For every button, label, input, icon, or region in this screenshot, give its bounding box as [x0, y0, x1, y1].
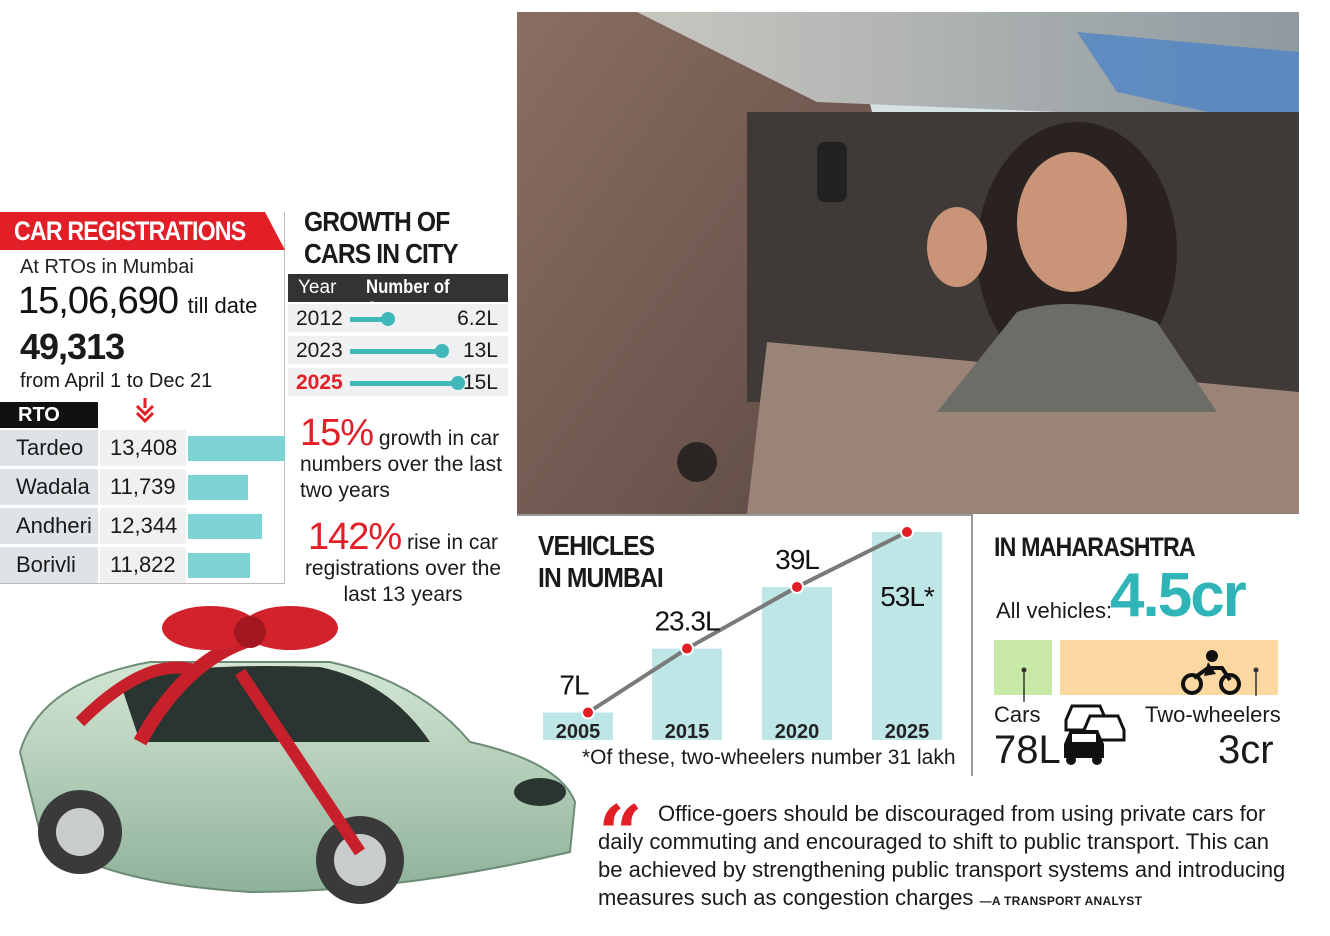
- growth-bar-dot: [381, 312, 395, 326]
- growth-bar: [350, 381, 458, 386]
- period-registrations-value: 49,313: [20, 326, 125, 367]
- maharashtra-connectors: [1021, 667, 1259, 702]
- car-registrations-title: CAR REGISTRATIONS: [14, 216, 246, 246]
- vehicles-bar: [543, 712, 613, 740]
- analyst-quote-attribution: —A TRANSPORT ANALYST: [979, 894, 1143, 908]
- vehicles-point: [581, 705, 595, 720]
- quote-mark-icon: “: [598, 789, 643, 880]
- vehicles-panel: [517, 514, 973, 776]
- vehicles-chart: 2005 2015 2020 2025 7L 23.3L 39L 53L*: [543, 525, 942, 743]
- rto-row: Borivli 11,822: [0, 547, 285, 583]
- total-registrations-suffix: till date: [187, 293, 258, 318]
- growth-title: GROWTH OF CARS IN CITY: [304, 206, 459, 270]
- total-registrations-value: 15,06,690: [18, 280, 179, 322]
- vehicles-bar: [872, 532, 942, 740]
- woman-holding-car-keys-photo: [517, 12, 1299, 514]
- period-registrations-label: from April 1 to Dec 21: [20, 370, 213, 392]
- growth-year: 2025: [296, 371, 343, 394]
- growth-title-line1: GROWTH OF: [304, 206, 450, 237]
- growth-table-header: Year Number of Cars: [288, 274, 508, 320]
- gift-wrapped-car-illustration: [18, 606, 577, 904]
- growth-bar: [350, 317, 388, 322]
- rto-header: RTO: [0, 402, 98, 428]
- growth-stat-2-value: 142%: [307, 516, 402, 558]
- growth-row: 2012 6.2L: [288, 304, 508, 334]
- rto-bar: [188, 553, 250, 578]
- rto-name: Andheri: [0, 508, 98, 544]
- rto-bar: [188, 475, 248, 500]
- vehicles-value-label: 23.3L: [654, 606, 719, 637]
- analyst-quote-text: Office-goers should be discouraged from …: [598, 801, 1286, 910]
- cars-share-bar: [994, 640, 1052, 695]
- vehicles-title: VEHICLES IN MUMBAI: [538, 530, 664, 594]
- vehicles-point: [680, 641, 694, 656]
- vehicles-value-label: 7L: [559, 670, 589, 701]
- vehicles-point: [900, 525, 914, 539]
- car-registrations-panel: CAR REGISTRATIONS At RTOs in Mumbai 15,0…: [0, 212, 285, 584]
- vehicles-year-label: 2025: [885, 721, 930, 743]
- all-vehicles-label: All vehicles:: [996, 598, 1113, 623]
- growth-row: 2023 13L: [288, 336, 508, 366]
- cars-icon: [1064, 704, 1126, 765]
- rto-bar: [188, 436, 285, 461]
- vehicles-year-label: 2005: [556, 721, 601, 743]
- vehicles-title-line1: VEHICLES: [538, 530, 655, 561]
- rto-header-label: RTO: [18, 404, 60, 426]
- vehicles-value-label: 53L*: [880, 581, 935, 612]
- rto-value: 12,344: [100, 508, 186, 544]
- growth-bar-dot: [435, 344, 449, 358]
- rto-bar: [188, 514, 262, 539]
- growth-bar-dot: [451, 376, 465, 390]
- vehicles-year-label: 2015: [665, 721, 710, 743]
- growth-value: 13L: [462, 339, 498, 362]
- growth-title-line2: CARS IN CITY: [304, 238, 459, 269]
- growth-value: 6.2L: [457, 307, 498, 330]
- rto-row: Tardeo 13,408: [0, 430, 285, 466]
- growth-bar: [350, 349, 442, 354]
- all-vehicles-value: 4.5cr: [1110, 561, 1247, 630]
- vehicles-footnote: *Of these, two-wheelers number 31 lakh: [582, 746, 956, 769]
- growth-stat-1-text: growth in car numbers over the last two …: [300, 427, 502, 502]
- maharashtra-two-wheelers-value: 3cr: [1218, 728, 1274, 772]
- rto-value: 11,822: [100, 547, 186, 583]
- growth-value: 15L: [462, 371, 498, 394]
- vehicles-value-label: 39L: [775, 544, 819, 575]
- vehicles-point: [790, 579, 804, 594]
- vehicles-bar: [762, 586, 832, 740]
- growth-header-year: Year: [298, 277, 337, 298]
- two-wheelers-share-bar: [1060, 640, 1278, 695]
- rto-row: Wadala 11,739: [0, 469, 285, 505]
- growth-stat-1-value: 15%: [300, 412, 374, 454]
- maharashtra-cars-value: 78L: [994, 728, 1061, 772]
- growth-year: 2012: [296, 307, 343, 330]
- growth-year: 2023: [296, 339, 343, 362]
- vehicles-year-label: 2020: [775, 721, 820, 743]
- vehicles-title-line2: IN MUMBAI: [538, 562, 664, 593]
- car-registrations-subtitle: At RTOs in Mumbai: [20, 256, 194, 278]
- growth-stat-1: 15% growth in car numbers over the last …: [300, 414, 510, 504]
- analyst-quote: Office-goers should be discouraged from …: [598, 800, 1298, 915]
- growth-row: 2025 15L: [288, 368, 508, 398]
- maharashtra-two-wheelers-label: Two-wheelers: [1145, 702, 1281, 727]
- maharashtra-title: IN MAHARASHTRA: [994, 532, 1196, 562]
- rto-name: Borivli: [0, 547, 98, 583]
- rto-row: Andheri 12,344: [0, 508, 285, 544]
- double-chevron-down-icon: [135, 398, 155, 424]
- maharashtra-cars-label: Cars: [994, 702, 1041, 727]
- title-banner-shape: [0, 212, 285, 250]
- vehicles-trend-line: [586, 530, 908, 715]
- rto-value: 11,739: [100, 469, 186, 505]
- car-registrations-title-banner: [0, 212, 285, 250]
- growth-stat-2: 142% rise in car registrations over the …: [298, 518, 508, 608]
- rto-value: 13,408: [100, 430, 186, 466]
- total-registrations: 15,06,690 till date: [18, 280, 257, 323]
- rto-name: Wadala: [0, 469, 98, 505]
- motorbike-icon: [1181, 650, 1241, 695]
- growth-stat-2-text: rise in car registrations over the last …: [304, 531, 502, 606]
- rto-name: Tardeo: [0, 430, 98, 466]
